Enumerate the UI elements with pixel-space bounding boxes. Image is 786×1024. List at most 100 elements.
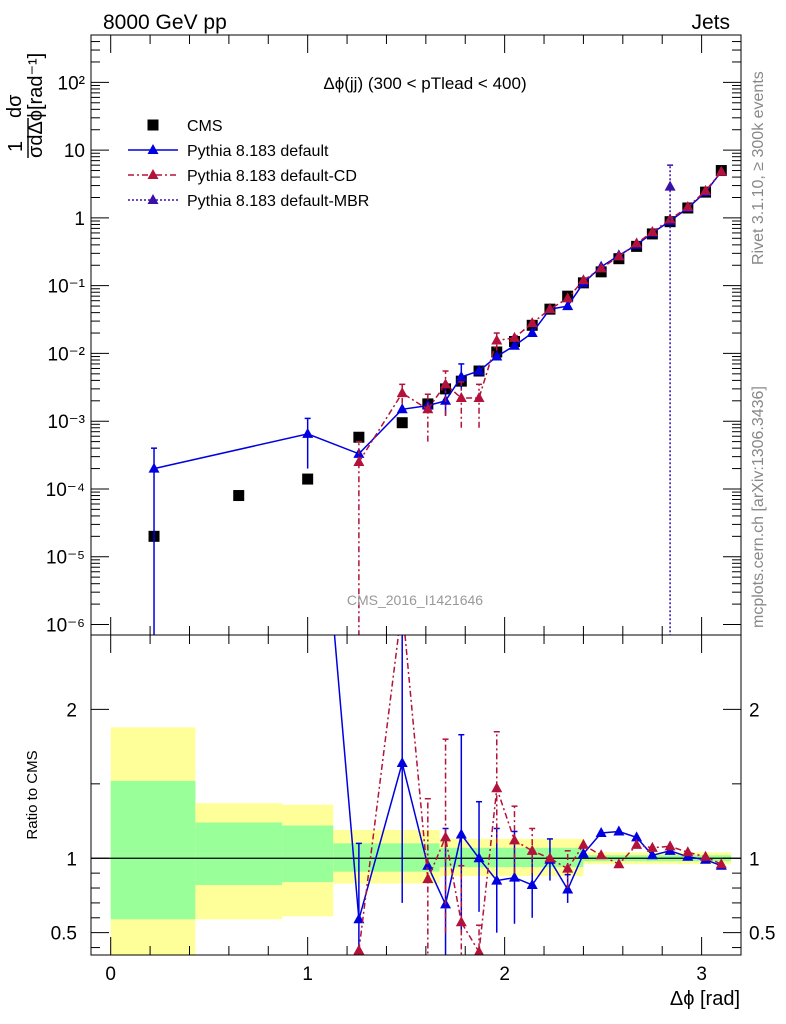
legend-marker bbox=[147, 194, 159, 204]
uncertainty-band-inner bbox=[282, 825, 334, 883]
data-point bbox=[508, 834, 520, 845]
main-series-cms bbox=[148, 165, 727, 542]
data-point bbox=[682, 200, 694, 211]
data-point bbox=[491, 782, 503, 793]
data-point bbox=[526, 317, 538, 328]
data-point bbox=[544, 852, 556, 863]
y-tick-label: 10⁻⁴ bbox=[46, 480, 85, 501]
x-tick-label: 3 bbox=[696, 964, 707, 985]
data-point bbox=[353, 431, 365, 443]
data-point bbox=[631, 838, 643, 849]
y-tick-label: 10⁻⁶ bbox=[46, 616, 85, 637]
data-point bbox=[148, 462, 160, 473]
legend: CMS Pythia 8.183 default Pythia 8.183 defa… bbox=[128, 118, 369, 210]
uncertainty-band-inner bbox=[110, 780, 196, 920]
data-point bbox=[396, 757, 408, 767]
ratio-ylabel: Ratio to CMS bbox=[24, 750, 41, 839]
data-point bbox=[491, 874, 503, 885]
data-point bbox=[544, 303, 556, 314]
ratio-y-tick-label: 1 bbox=[66, 849, 77, 870]
y-tick-label: 10⁻² bbox=[48, 344, 86, 365]
data-point bbox=[664, 180, 676, 191]
y-tick-label: 10⁻⁵ bbox=[46, 548, 85, 569]
legend-label: Pythia 8.183 default-MBR bbox=[187, 193, 369, 210]
series-line bbox=[358, 171, 722, 463]
x-tick-label: 0 bbox=[105, 964, 116, 985]
data-point bbox=[508, 331, 520, 342]
data-point bbox=[396, 387, 408, 398]
ratio-y-tick-label-right: 2 bbox=[749, 700, 760, 721]
data-point bbox=[595, 262, 607, 273]
main-ylabel: 1 dσ σdΔϕ [rad⁻¹] bbox=[4, 53, 47, 158]
data-point bbox=[422, 403, 434, 414]
data-point bbox=[353, 944, 365, 955]
data-point bbox=[577, 847, 589, 858]
legend-marker bbox=[147, 169, 159, 179]
source-label: mcplots.cern.ch [arXiv:1306.3436] bbox=[750, 386, 767, 628]
data-point bbox=[233, 490, 245, 502]
data-point bbox=[700, 184, 712, 195]
data-point bbox=[562, 300, 574, 311]
data-point bbox=[455, 370, 467, 381]
data-point bbox=[646, 841, 658, 852]
data-point bbox=[577, 838, 589, 849]
data-point bbox=[396, 403, 408, 414]
y-tick-label: 1 bbox=[74, 209, 85, 230]
watermark: CMS_2016_I1421646 bbox=[347, 592, 483, 608]
legend-label: Pythia 8.183 default-CD bbox=[187, 168, 357, 185]
data-point bbox=[302, 316, 313, 326]
data-point bbox=[646, 225, 658, 236]
svg-text:1: 1 bbox=[5, 141, 27, 152]
main-series-pythia-8-183-default-mbr bbox=[664, 164, 676, 635]
data-point bbox=[646, 849, 658, 860]
data-point bbox=[595, 849, 607, 860]
data-point bbox=[302, 427, 314, 438]
data-point bbox=[422, 873, 434, 884]
energy-label: 8000 GeV pp bbox=[103, 11, 227, 34]
series-line bbox=[153, 171, 722, 470]
x-axis-label: Δϕ [rad] bbox=[670, 988, 740, 1010]
legend-label: CMS bbox=[187, 118, 223, 135]
uncertainty-band-inner bbox=[333, 843, 440, 872]
legend-label: Pythia 8.183 default bbox=[187, 143, 329, 160]
data-point bbox=[491, 334, 503, 345]
data-point bbox=[353, 913, 365, 924]
data-point bbox=[562, 883, 574, 894]
ratio-y-tick-label-right: 1 bbox=[749, 849, 760, 870]
ratio-series-pythia-8-183-default-cd bbox=[353, 635, 727, 955]
data-point bbox=[474, 946, 484, 955]
y-tick-label: 10² bbox=[58, 73, 85, 94]
data-point bbox=[473, 391, 485, 402]
data-point bbox=[508, 871, 520, 882]
ratio-y-tick-label: 0.5 bbox=[51, 924, 77, 945]
data-point bbox=[353, 456, 365, 467]
data-point bbox=[715, 165, 727, 176]
uncertainty-band-inner bbox=[195, 822, 283, 886]
ratio-y-tick-label: 2 bbox=[66, 700, 77, 721]
data-point bbox=[396, 417, 408, 429]
data-point bbox=[508, 339, 520, 350]
data-point bbox=[440, 831, 452, 842]
category-label: Jets bbox=[691, 11, 730, 34]
data-point bbox=[631, 831, 643, 842]
ratio-panel: 0.5 0.5 1 1 2 2 0 1 2 3 Ratio to CMS Δϕ [rad] bbox=[24, 316, 775, 1010]
data-point bbox=[526, 879, 538, 890]
data-point bbox=[473, 852, 485, 863]
data-point bbox=[682, 846, 694, 857]
data-point bbox=[613, 825, 625, 836]
data-point bbox=[613, 858, 625, 869]
data-point bbox=[613, 250, 625, 261]
svg-text:σdΔϕ: σdΔϕ bbox=[25, 110, 47, 158]
main-series-pythia-8-183-default-cd bbox=[353, 165, 727, 635]
data-point bbox=[455, 916, 467, 927]
x-tick-label: 1 bbox=[302, 964, 313, 985]
main-panel: 10⁻⁶ 10⁻⁵ 10⁻⁴ 10⁻³ 10⁻² 10⁻¹ 1 10 10² Δϕ(jj) (3… bbox=[4, 34, 742, 637]
svg-text:dσ: dσ bbox=[4, 94, 26, 118]
data-point bbox=[664, 840, 676, 851]
data-point bbox=[302, 473, 314, 485]
data-point bbox=[455, 391, 467, 402]
ratio-frame bbox=[90, 634, 742, 956]
data-point bbox=[715, 858, 727, 869]
y-tick-label: 10⁻³ bbox=[48, 412, 86, 433]
